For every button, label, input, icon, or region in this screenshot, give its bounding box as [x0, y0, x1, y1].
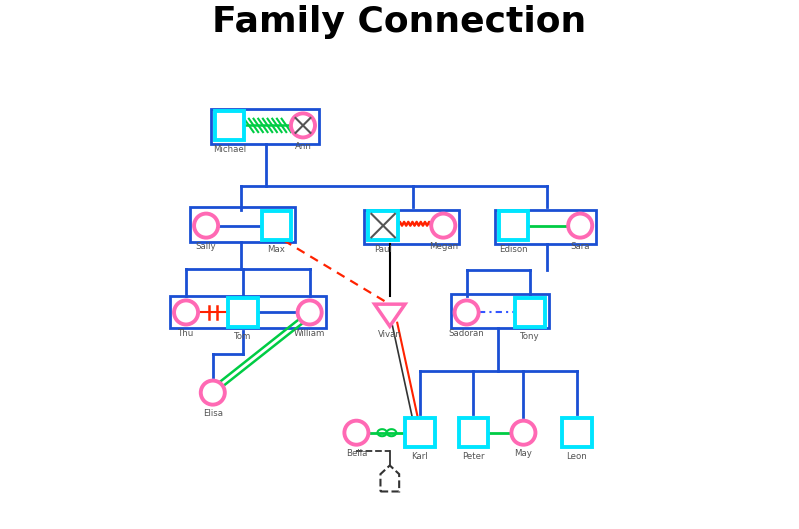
- Circle shape: [568, 214, 592, 238]
- FancyBboxPatch shape: [459, 418, 488, 448]
- Text: Peter: Peter: [462, 452, 484, 461]
- Text: Vivan: Vivan: [378, 330, 402, 339]
- Text: Edison: Edison: [499, 245, 527, 254]
- Text: Max: Max: [268, 245, 285, 254]
- Polygon shape: [380, 466, 400, 491]
- Text: Tony: Tony: [520, 332, 540, 341]
- Circle shape: [511, 421, 535, 445]
- FancyBboxPatch shape: [261, 211, 291, 240]
- FancyBboxPatch shape: [215, 111, 244, 140]
- FancyBboxPatch shape: [499, 211, 528, 240]
- Text: William: William: [294, 329, 325, 338]
- Polygon shape: [375, 304, 405, 326]
- Text: Leon: Leon: [566, 452, 587, 461]
- Text: Tom: Tom: [234, 332, 252, 341]
- Circle shape: [194, 214, 218, 238]
- Text: Sadoran: Sadoran: [449, 329, 484, 338]
- Text: May: May: [515, 450, 532, 459]
- FancyBboxPatch shape: [229, 298, 257, 327]
- Circle shape: [344, 421, 368, 445]
- Text: Bella: Bella: [346, 450, 367, 459]
- Text: Megan: Megan: [429, 242, 458, 251]
- Text: Ann: Ann: [295, 142, 312, 151]
- FancyBboxPatch shape: [368, 211, 398, 240]
- Text: Michael: Michael: [213, 145, 246, 154]
- Text: Elisa: Elisa: [203, 409, 223, 418]
- Text: Sally: Sally: [196, 242, 217, 251]
- Text: Sara: Sara: [570, 242, 590, 251]
- Circle shape: [201, 380, 225, 405]
- Text: Thu: Thu: [178, 329, 194, 338]
- FancyBboxPatch shape: [562, 418, 591, 448]
- Text: Karl: Karl: [411, 452, 428, 461]
- Circle shape: [431, 214, 455, 238]
- Circle shape: [291, 113, 315, 138]
- Circle shape: [297, 300, 322, 324]
- FancyBboxPatch shape: [405, 418, 435, 448]
- Circle shape: [455, 300, 479, 324]
- Text: Paul: Paul: [374, 245, 392, 254]
- Text: Family Connection: Family Connection: [212, 5, 586, 39]
- FancyBboxPatch shape: [515, 298, 545, 327]
- Circle shape: [174, 300, 198, 324]
